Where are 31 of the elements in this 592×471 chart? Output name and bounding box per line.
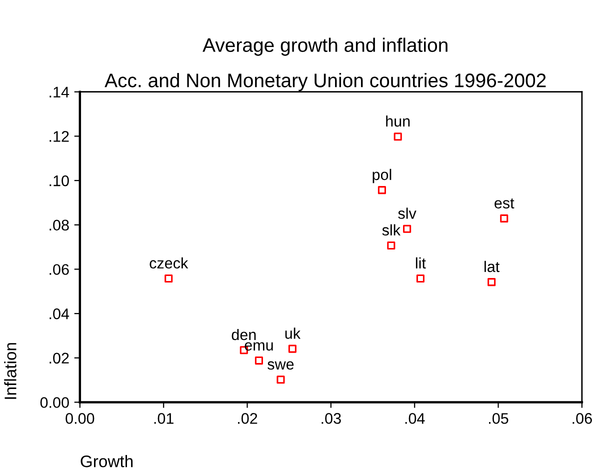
chart-title: Average growth and inflation: [202, 38, 448, 56]
x-tick-label: .06: [572, 413, 592, 424]
x-tick-label: .05: [489, 413, 508, 424]
x-axis-title: Growth: [80, 455, 133, 468]
y-tick-label: .14: [50, 86, 70, 98]
annotation: den: [232, 328, 256, 340]
annotation: swe: [268, 361, 294, 370]
annotation: slk: [382, 224, 401, 236]
annotation: emu: [244, 342, 273, 351]
annotation: pol: [372, 168, 392, 184]
y-axis-title: Inflation: [4, 343, 16, 399]
x-tick-label: .01: [154, 413, 174, 424]
y-tick-label: .12: [50, 131, 69, 142]
annotation: est: [494, 198, 514, 208]
y-tick-label: .08: [50, 220, 69, 231]
annotation: lat: [484, 260, 500, 272]
annotation: lit: [416, 257, 426, 269]
y-tick-label: 0.00: [40, 397, 69, 408]
y-tick-label: .02: [50, 352, 69, 364]
y-tick-label: .10: [50, 175, 69, 186]
x-tick-label: .04: [405, 413, 425, 424]
annotation: hun: [386, 115, 410, 127]
annotation: uk: [285, 328, 301, 339]
y-tick-label: .04: [50, 308, 70, 320]
annotation: czeck: [150, 257, 188, 269]
annotation: slv: [398, 208, 416, 219]
y-tick-label: .06: [50, 264, 69, 275]
x-tick-label: 0.00: [66, 413, 94, 424]
x-tick-label: .03: [322, 413, 341, 424]
chart-subtitle: Acc. and Non Monetary Union countries 1996-2002: [104, 73, 546, 92]
x-tick-label: .02: [238, 413, 258, 424]
